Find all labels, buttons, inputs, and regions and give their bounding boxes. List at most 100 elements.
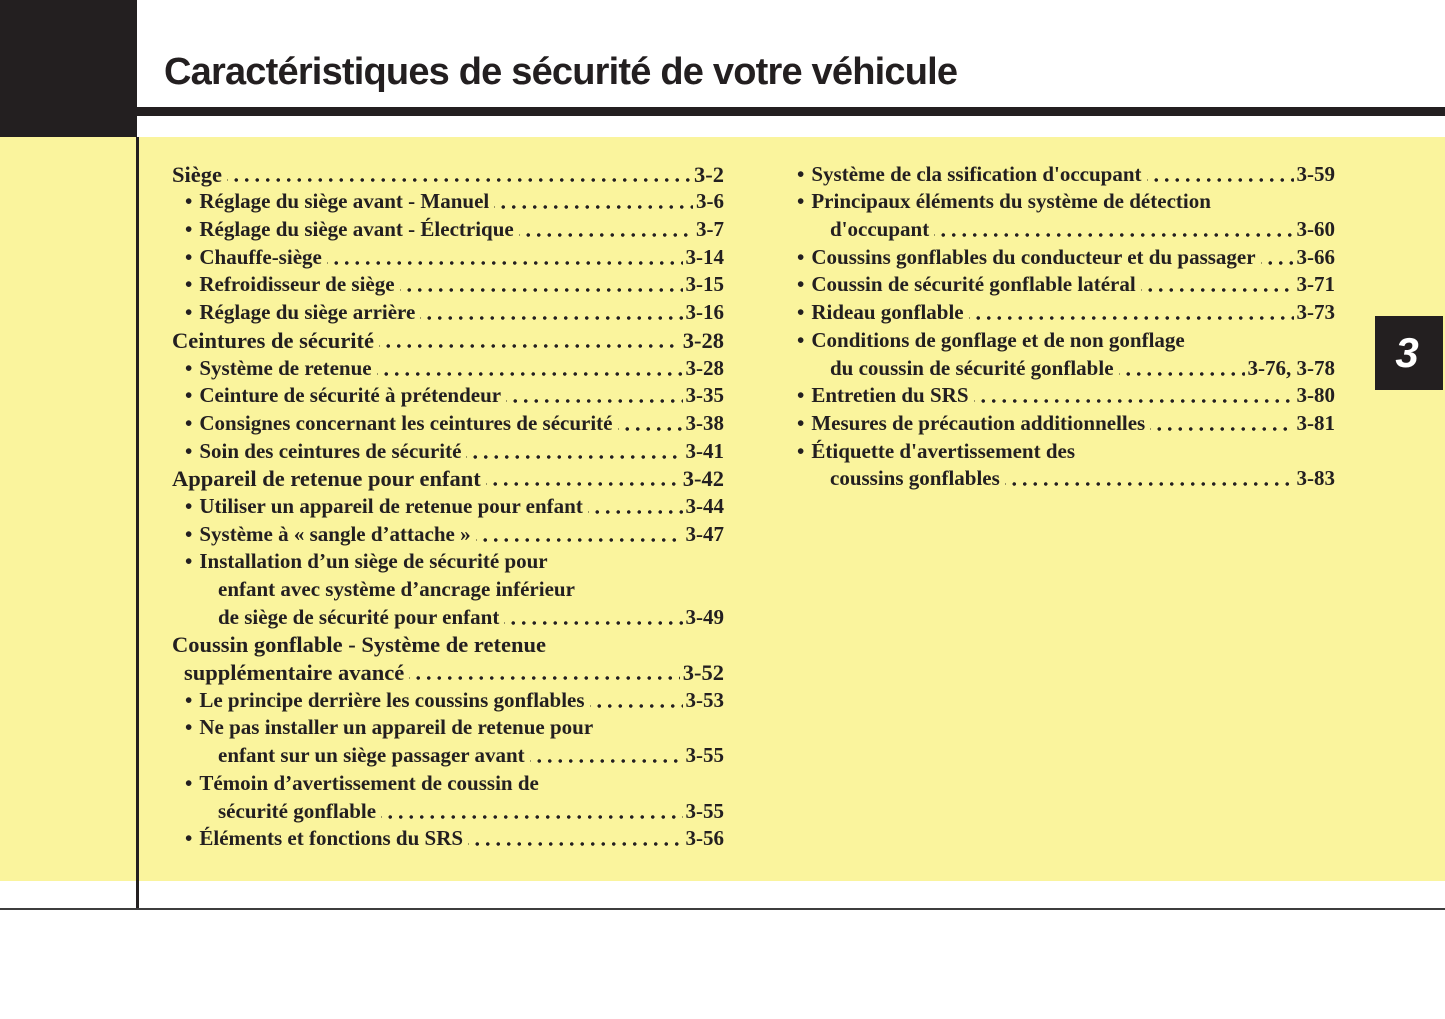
toc-entry: • Système de retenue 3-28 [172, 353, 724, 382]
toc-entry-label: Témoin d’avertissement de coussin de [199, 770, 539, 795]
toc-entry-label: Réglage du siège arrière [199, 300, 416, 325]
bullet-icon: • [185, 715, 193, 740]
toc-entry: • Témoin d’avertissement de coussin de [172, 769, 724, 797]
dot-leader [518, 215, 693, 244]
dot-leader [506, 381, 683, 410]
dot-leader [589, 686, 683, 714]
toc-entry: • Coussins gonflables du conducteur et du… [797, 243, 1335, 271]
dot-leader [466, 436, 683, 465]
bullet-icon: • [185, 493, 193, 518]
toc-entry: • Réglage du siège avant - Manuel 3-6 [172, 187, 724, 216]
dot-leader [468, 824, 683, 853]
toc-entry: • Rideau gonflable 3-73 [797, 298, 1335, 327]
toc-entry-label: enfant sur un siège passager avant [218, 743, 525, 768]
toc-entry-label: Réglage du siège avant - Électrique [199, 217, 514, 242]
dot-leader [934, 215, 1294, 244]
bullet-icon: • [797, 383, 805, 408]
title-underline [137, 107, 1445, 116]
dot-leader [409, 658, 680, 687]
toc-entry: • Entretien du SRS 3-80 [797, 381, 1335, 410]
toc-entry-label: Éléments et fonctions du SRS [199, 826, 464, 851]
page-number: 3-44 [685, 493, 725, 518]
toc-entry-label: Entretien du SRS [811, 383, 969, 408]
toc-entry: d'occupant 3-60 [797, 215, 1336, 244]
page-number: 3-49 [685, 604, 725, 629]
page-number: 3-7 [696, 217, 724, 242]
toc-entry: de siège de sécurité pour enfant 3-49 [172, 603, 724, 631]
corner-block [0, 0, 137, 137]
dot-leader [529, 741, 683, 770]
chapter-tab: 3 [1375, 316, 1443, 390]
toc-entry: • Installation d’un siège de sécurité pou… [172, 548, 724, 576]
toc-highlight-band [0, 137, 1445, 881]
toc-entry: • Soin des ceintures de sécurité 3-41 [172, 436, 724, 465]
page-number: 3-55 [685, 743, 725, 768]
chapter-number: 3 [1395, 329, 1419, 376]
bullet-icon: • [185, 272, 193, 297]
toc-entry-label: Ne pas installer un appareil de retenue … [199, 715, 594, 740]
toc-entry: du coussin de sécurité gonflable 3-76, 3-… [797, 353, 1335, 382]
toc-entry-label: Conditions de gonflage et de non gonflag… [811, 327, 1185, 352]
bullet-icon: • [185, 355, 193, 380]
dot-leader [494, 187, 693, 216]
toc-entry: • Mesures de précaution additionnelles 3-8… [797, 409, 1335, 437]
left-margin-rule [136, 137, 139, 909]
dot-leader [587, 492, 683, 520]
toc-entry-label: enfant avec système d’ancrage inférieur [218, 577, 575, 601]
dot-leader [1118, 353, 1245, 382]
dot-leader [1140, 270, 1294, 299]
bullet-icon: • [185, 687, 193, 712]
footer-rule [0, 908, 1445, 910]
toc-entry-label: Installation d’un siège de sécurité pour [199, 549, 548, 574]
page-number: 3-38 [685, 410, 725, 435]
bullet-icon: • [185, 189, 193, 214]
page-number: 3-42 [682, 466, 724, 492]
dot-leader [504, 603, 683, 631]
toc-entry-label: Coussins gonflables du conducteur et du … [811, 244, 1256, 269]
page-number: 3-28 [682, 327, 724, 353]
toc-entry: • Réglage du siège arrière 3-16 [172, 298, 725, 327]
bullet-icon: • [797, 161, 805, 186]
bullet-icon: • [797, 327, 805, 352]
toc-entry: • Système de cla ssification d'occupant 3-… [797, 160, 1335, 188]
toc-entry-label: Étiquette d'avertissement des [811, 438, 1075, 463]
dot-leader [376, 353, 683, 382]
bullet-icon: • [185, 217, 193, 242]
toc-entry-label: Système à « sangle d’attache » [199, 521, 471, 546]
toc-entry: • Conditions de gonflage et de non gonfla… [797, 326, 1335, 354]
toc-entry-label: Refroidisseur de siège [199, 272, 395, 297]
dot-leader [420, 298, 683, 327]
page-number: 3-55 [685, 798, 725, 823]
toc-entry: • Ceinture de sécurité à prétendeur 3-35 [172, 381, 724, 410]
dot-leader [485, 464, 680, 493]
dot-leader [227, 160, 691, 188]
toc-entry: • Principaux éléments du système de détec… [797, 188, 1335, 216]
dot-leader [1260, 243, 1294, 271]
page-number: 3-2 [694, 161, 724, 187]
toc-entry: Siège 3-2 [172, 160, 724, 188]
toc-entry: Ceintures de sécurité 3-28 [172, 326, 724, 354]
toc-entry-label: Consignes concernant les ceintures de sé… [199, 410, 613, 435]
toc-entry-label: Coussin gonflable - Système de retenue [172, 632, 546, 658]
page-number: 3-83 [1296, 466, 1336, 491]
dot-leader [399, 270, 683, 299]
toc-entry: • Ne pas installer un appareil de retenue… [172, 714, 724, 742]
toc-entry-label: de siège de sécurité pour enfant [218, 604, 500, 629]
toc-entry-label: coussins gonflables [830, 466, 1000, 491]
page-number: 3-60 [1296, 217, 1336, 242]
dot-leader [617, 409, 683, 437]
bullet-icon: • [185, 549, 193, 574]
dot-leader [326, 243, 683, 271]
bullet-icon: • [185, 826, 193, 851]
toc-entry-label: Utiliser un appareil de retenue pour enf… [199, 493, 583, 518]
toc-entry-label: Système de cla ssification d'occupant [811, 161, 1142, 186]
toc-entry: Appareil de retenue pour enfant 3-42 [172, 464, 724, 493]
toc-entry: • Coussin de sécurité gonflable latéral 3-… [797, 270, 1335, 299]
toc-entry-label: du coussin de sécurité gonflable [830, 355, 1114, 380]
toc-entry-label: Ceintures de sécurité [172, 327, 375, 353]
page-number: 3-56 [685, 826, 725, 851]
toc-entry-label: Rideau gonflable [811, 300, 964, 325]
toc-entry: Coussin gonflable - Système de retenue [172, 631, 724, 659]
page-number: 3-16 [685, 300, 725, 325]
